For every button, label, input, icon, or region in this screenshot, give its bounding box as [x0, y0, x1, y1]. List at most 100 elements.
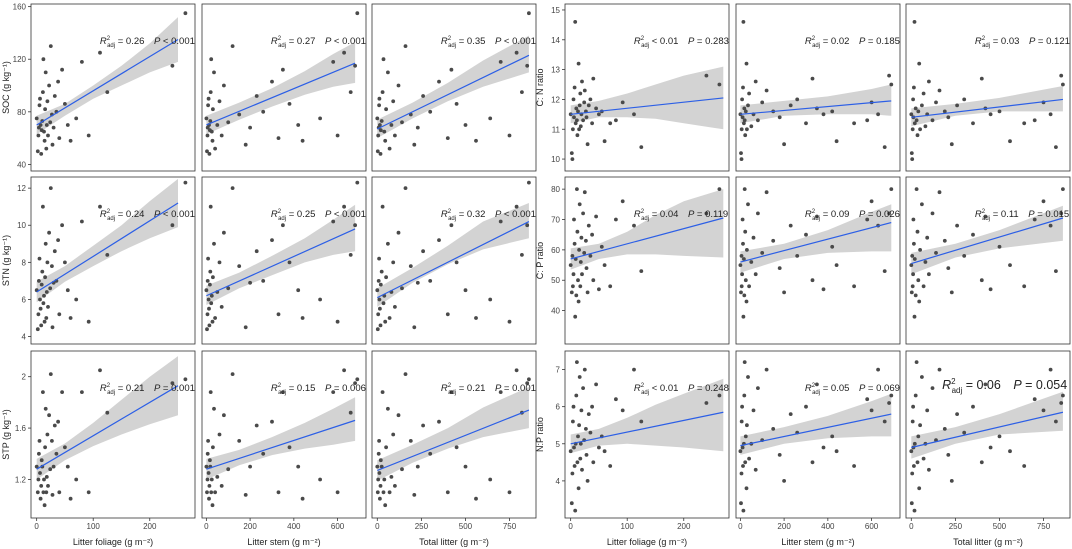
data-point: [1059, 401, 1064, 405]
r2-subscript: adj: [278, 390, 286, 396]
r2-value: < 0.01: [649, 36, 688, 47]
y-tick-label: 1.2: [15, 475, 27, 484]
confidence-band: [377, 387, 529, 481]
stats-annotation: R2 adj = 0.06 P = 0.054: [942, 377, 1067, 395]
data-point: [445, 490, 450, 495]
data-point: [213, 146, 218, 151]
regression-line: [36, 385, 179, 470]
data-point: [74, 477, 79, 482]
data-point: [830, 109, 835, 114]
data-point: [568, 263, 573, 267]
r2-subscript: adj: [107, 43, 115, 49]
data-point: [41, 204, 45, 209]
scatter-points: [568, 187, 722, 319]
data-point: [525, 63, 530, 68]
data-point: [454, 260, 459, 265]
confidence-band: [740, 204, 892, 273]
panel-plot-area: [375, 180, 531, 332]
confidence-band: [740, 393, 892, 455]
data-point: [384, 275, 388, 280]
data-point: [914, 187, 919, 192]
r2-superscript: 2: [641, 209, 645, 215]
data-point: [183, 11, 188, 16]
data-point: [573, 508, 578, 513]
panel-frame: [735, 176, 901, 345]
x-axis-label: Litter stem (g m⁻²): [247, 537, 320, 547]
data-point: [582, 100, 587, 105]
data-point: [248, 125, 253, 130]
data-point: [571, 127, 575, 132]
data-point: [585, 142, 590, 147]
panel-r2-c3: 4 5 6 7 N:P ratio 0 100 200 Litter foliage (g m⁻…: [535, 350, 730, 547]
data-point: [300, 496, 305, 501]
data-point: [983, 214, 988, 219]
r2-value: = 0.04: [649, 209, 688, 220]
data-point: [376, 279, 381, 283]
data-point: [43, 70, 48, 75]
stats-annotation: R2 adj = 0.26 P < 0.001: [100, 36, 195, 49]
panel-frame: [905, 176, 1071, 345]
data-point: [962, 97, 967, 102]
data-point: [578, 260, 583, 264]
data-point: [527, 11, 531, 16]
y-axis-ticks: 10 11 12 13 14 15: [551, 6, 565, 164]
data-point: [585, 290, 590, 295]
data-point: [463, 288, 468, 293]
data-point: [65, 464, 70, 469]
data-point: [331, 219, 336, 224]
data-point: [63, 445, 67, 450]
x-tick-label: 200: [143, 522, 157, 531]
data-point: [393, 133, 397, 138]
data-point: [572, 115, 576, 120]
data-point: [739, 471, 744, 476]
data-point: [917, 486, 922, 491]
r2-superscript: 2: [448, 383, 452, 389]
x-tick-label: 200: [243, 522, 257, 531]
data-point: [887, 401, 891, 405]
data-point: [421, 423, 425, 428]
data-point: [105, 410, 110, 415]
data-point: [918, 423, 922, 428]
r2-superscript: 2: [812, 36, 816, 42]
x-axis-ticks: 0 200 400 600: [738, 518, 879, 531]
data-point: [1041, 199, 1046, 204]
data-point: [50, 142, 55, 147]
data-point: [400, 286, 404, 291]
data-point: [912, 508, 917, 513]
p-symbol: P: [688, 383, 695, 394]
y-tick-label: 2: [22, 373, 27, 382]
data-point: [573, 121, 578, 126]
data-point: [449, 390, 454, 394]
data-point: [209, 301, 214, 306]
data-point: [571, 97, 576, 102]
data-point: [428, 279, 433, 283]
panel-plot-area: [568, 360, 724, 513]
data-point: [393, 484, 397, 488]
x-axis-ticks: 0 100 200: [568, 518, 691, 531]
y-tick-label: 7: [556, 366, 561, 375]
x-tick-label: 750: [1037, 522, 1051, 531]
panel-r0-c2: R2 adj = 0.35 P < 0.001: [371, 3, 537, 172]
panel-plot-area: [738, 20, 894, 162]
p-symbol: P: [859, 383, 866, 394]
data-point: [34, 116, 39, 121]
data-point: [584, 115, 589, 120]
data-point: [222, 83, 226, 88]
data-point: [578, 91, 583, 96]
data-point: [454, 102, 459, 106]
data-point: [830, 434, 835, 439]
data-point: [98, 50, 102, 55]
panel-frame: [564, 176, 730, 345]
data-point: [43, 107, 47, 112]
data-point: [910, 254, 915, 258]
r2-value: = 0.24: [115, 209, 154, 220]
data-point: [44, 475, 49, 479]
data-point: [914, 118, 919, 123]
data-point: [1008, 263, 1012, 267]
data-point: [852, 284, 856, 289]
data-point: [421, 249, 425, 254]
data-point: [788, 412, 793, 416]
data-point: [717, 82, 722, 87]
panel-plot-area: [375, 11, 531, 156]
data-point: [742, 118, 747, 123]
